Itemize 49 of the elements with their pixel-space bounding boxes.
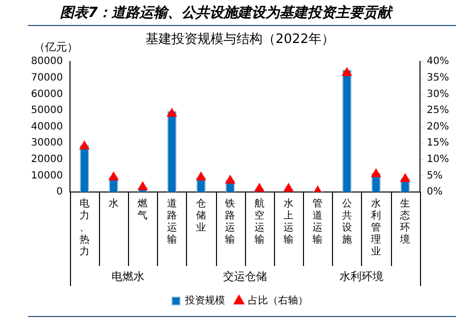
chart-subtitle: 图表7：道路运输、公共设施建设为基建投资主要贡献 — [28, 0, 456, 26]
y-tick-label: 70000 — [31, 72, 63, 84]
x-tick-label: 电力、热力 — [79, 198, 90, 258]
x-tick-label: 水利管理业 — [371, 198, 382, 258]
y-axis-title: （亿元） — [34, 40, 78, 54]
y-tick-label: 10000 — [31, 170, 63, 182]
x-tick-label: 道路运输 — [166, 198, 177, 246]
point — [80, 140, 90, 150]
x-tick-label: 水上运输 — [284, 198, 294, 246]
x-tick-label: 管道运输 — [312, 198, 323, 246]
point — [138, 182, 148, 190]
x-tick-label: 铁路运输 — [224, 198, 236, 246]
point — [225, 175, 236, 184]
x-tick-label: 生态环境 — [399, 198, 410, 246]
legend-label: 占比（右轴） — [248, 294, 308, 307]
y2-tick-label: 20% — [426, 121, 450, 132]
y-tick-label: 80000 — [31, 56, 63, 68]
text: 交运仓储 — [222, 270, 267, 283]
point — [342, 68, 352, 76]
text: 电燃水 — [112, 270, 145, 283]
point — [196, 172, 206, 180]
y-tick-label: 0 — [56, 186, 63, 198]
text: 水利环境 — [339, 270, 384, 283]
y-tick-label: 40000 — [31, 121, 63, 132]
legend-label: 投资规模 — [184, 294, 225, 307]
point — [254, 183, 264, 192]
y2-tick-label: 25% — [426, 105, 450, 116]
x-tick-label: 航空运输 — [254, 198, 264, 246]
y2-tick-label: 30% — [426, 88, 450, 100]
y2-tick-label: 0% — [426, 186, 443, 198]
y-tick-label: 20000 — [31, 154, 63, 165]
y2-tick-label: 15% — [426, 138, 450, 149]
y-tick-label: 60000 — [31, 88, 63, 100]
chart-title: 基建投资规模与结构（2022年） — [145, 32, 335, 48]
point — [284, 183, 294, 192]
point — [371, 168, 381, 178]
y2-tick-label: 10% — [426, 154, 450, 165]
point — [167, 108, 177, 117]
x-tick-label: 水 — [108, 198, 119, 210]
y2-tick-label: 35% — [426, 72, 450, 84]
y-tick-label: 30000 — [31, 138, 63, 149]
y-tick-label: 50000 — [31, 105, 63, 116]
point — [400, 173, 410, 182]
y2-tick-label: 5% — [426, 170, 443, 182]
x-tick-label: 仓储业 — [196, 198, 206, 234]
point — [108, 172, 118, 180]
y2-tick-label: 40% — [426, 56, 450, 68]
x-tick-label: 公共设施 — [342, 198, 352, 246]
x-tick-label: 燃气 — [138, 198, 148, 222]
